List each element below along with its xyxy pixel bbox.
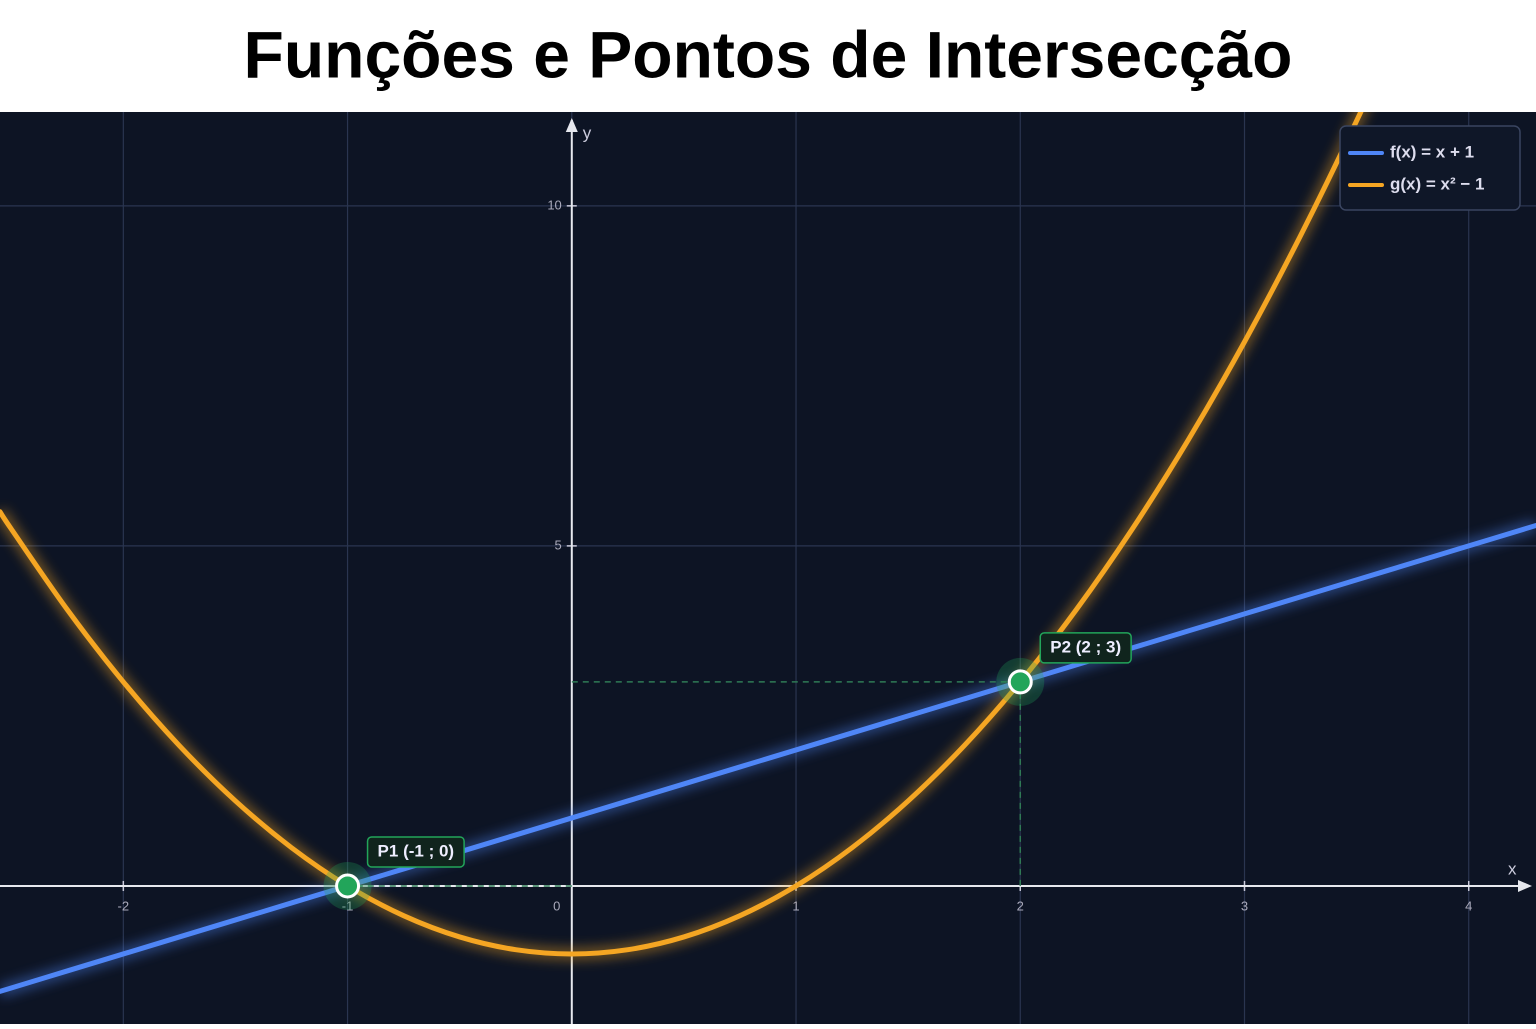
line [0, 522, 1536, 994]
x-tick-label: -2 [118, 898, 130, 913]
x-axis-arrow [1518, 879, 1532, 892]
point [1007, 669, 1033, 695]
y-axis-arrow [565, 118, 578, 132]
point-label: P1 (-1 ; 0) [378, 841, 455, 860]
legend-label: g(x) = x² − 1 [1390, 174, 1484, 193]
y-axis-label: y [583, 123, 592, 142]
x-tick-label: -1 [342, 898, 354, 913]
x-tick-label: 4 [1465, 898, 1472, 913]
y-tick-label: 10 [547, 197, 561, 212]
point-label-box [366, 836, 465, 868]
point-label-box [1039, 632, 1132, 664]
title-band [0, 0, 1536, 112]
x-tick-label: 3 [1241, 898, 1248, 913]
y-tick-label: 5 [555, 537, 562, 552]
x-tick-label: 0 [553, 898, 560, 913]
x-tick-label: 2 [1017, 898, 1024, 913]
point [335, 873, 361, 899]
plot-area [0, 112, 1536, 1024]
legend-label: f(x) = x + 1 [1390, 142, 1474, 161]
chart-title: Funções e Pontos de Intersecção [244, 17, 1293, 91]
x-tick-label: 1 [792, 898, 799, 913]
legend-box [1339, 125, 1521, 211]
x-axis-label: x [1508, 859, 1517, 878]
point-label: P2 (2 ; 3) [1050, 637, 1121, 656]
